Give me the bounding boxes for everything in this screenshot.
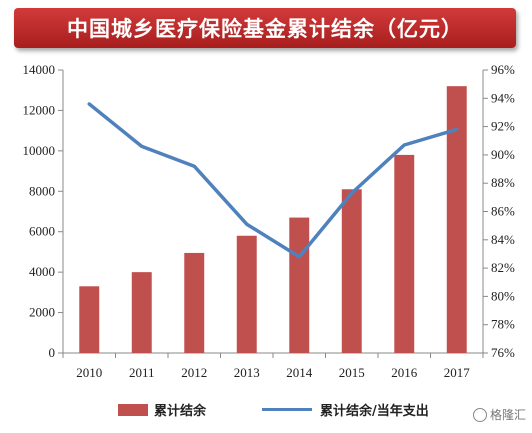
y-right-tick-label: 92% xyxy=(491,119,515,134)
x-tick-label: 2013 xyxy=(234,365,260,380)
bar xyxy=(236,235,257,353)
x-tick-label: 2014 xyxy=(286,365,313,380)
x-tick-label: 2015 xyxy=(339,365,365,380)
y-right-tick-label: 94% xyxy=(491,90,515,105)
y-right-tick-label: 90% xyxy=(491,147,515,162)
legend-line-label: 累计结余/当年支出 xyxy=(320,404,429,419)
y-left-tick-label: 8000 xyxy=(29,183,55,198)
ratio-line xyxy=(87,102,459,259)
y-right-tick-label: 86% xyxy=(491,204,515,219)
legend-bar-swatch xyxy=(118,403,148,416)
legend-item-bar: 累计结余 xyxy=(118,400,206,419)
y-right-tick-label: 96% xyxy=(491,62,515,77)
watermark-text: 格隆汇 xyxy=(489,408,526,422)
chart-title: 中国城乡医疗保险基金累计结余（亿元） xyxy=(14,8,516,48)
legend: 累计结余 累计结余/当年支出 xyxy=(0,400,532,424)
bar xyxy=(341,189,362,353)
y-left-tick-label: 12000 xyxy=(23,102,56,117)
bar xyxy=(184,252,205,353)
y-right-tick-label: 82% xyxy=(491,260,515,275)
bar xyxy=(79,286,100,353)
bar xyxy=(131,272,152,353)
y-right-tick-label: 78% xyxy=(491,317,515,332)
y-right-tick-label: 88% xyxy=(491,175,515,190)
bar xyxy=(289,217,310,353)
y-left-tick-label: 0 xyxy=(49,345,56,360)
x-tick-label: 2011 xyxy=(129,365,155,380)
bar xyxy=(446,86,467,354)
y-right-tick-label: 84% xyxy=(491,232,515,247)
y-right-tick-label: 76% xyxy=(491,345,515,360)
x-tick-label: 2017 xyxy=(444,365,471,380)
x-tick-label: 2016 xyxy=(391,365,418,380)
y-left-tick-label: 10000 xyxy=(23,143,56,158)
legend-bar-label: 累计结余 xyxy=(154,404,207,419)
x-tick-label: 2012 xyxy=(181,365,207,380)
y-left-tick-label: 2000 xyxy=(29,305,55,320)
bar xyxy=(394,154,415,353)
y-left-tick-label: 14000 xyxy=(23,62,56,77)
y-left-tick-label: 4000 xyxy=(29,264,55,279)
watermark-logo-icon xyxy=(472,407,487,422)
watermark: 格隆汇 xyxy=(472,406,526,423)
y-left-tick-label: 6000 xyxy=(29,224,55,239)
y-right-tick-label: 80% xyxy=(491,288,515,303)
legend-item-line: 累计结余/当年支出 xyxy=(262,400,429,419)
legend-line-swatch xyxy=(262,408,312,411)
x-tick-label: 2010 xyxy=(76,365,102,380)
